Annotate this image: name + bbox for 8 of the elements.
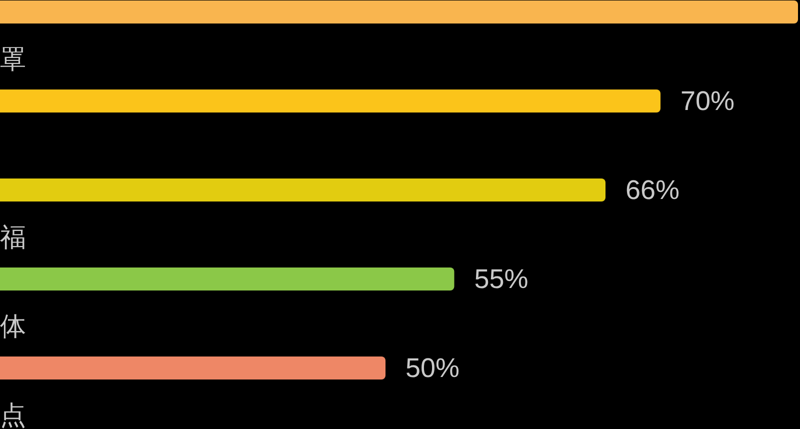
y-tick-label: 点 — [0, 400, 26, 429]
y-tick-label: 福 — [0, 222, 26, 252]
data-label: 55% — [474, 264, 528, 294]
data-label: 66% — [626, 175, 680, 205]
data-label: 70% — [680, 86, 735, 116]
data-label: 50% — [406, 353, 460, 383]
y-tick-label: 罩 — [0, 44, 26, 74]
y-tick-label: 体 — [0, 311, 26, 341]
